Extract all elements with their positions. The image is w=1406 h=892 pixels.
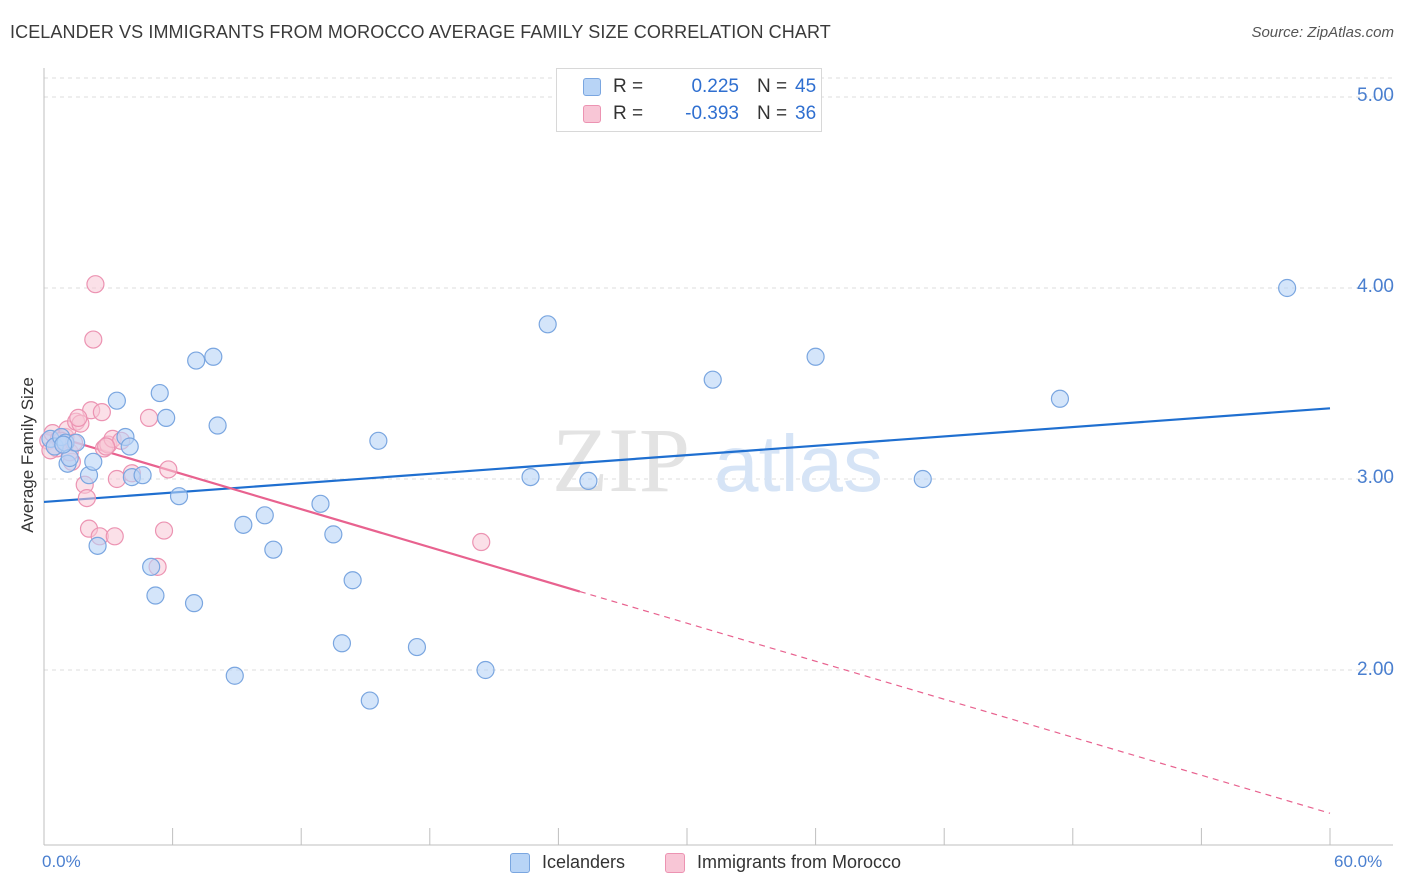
trend-line-icelanders [43,407,1331,504]
data-point-icelanders [806,347,825,366]
data-point-morocco [69,408,88,427]
data-point-morocco [92,403,111,422]
data-point-icelanders [84,452,103,471]
y-tick-label-5: 5.00 [1357,85,1394,106]
data-point-icelanders [913,469,932,489]
data-point-icelanders [146,586,165,605]
bottom-legend-morocco: Immigrants from Morocco [665,852,901,873]
bottom-legend-icelanders: Icelanders [510,852,625,873]
legend-r-label: R = [613,103,644,124]
data-point-icelanders [204,347,223,366]
bottom-legend-label: Icelanders [542,852,626,872]
trend-line-morocco-extrapolated [579,590,1331,814]
data-point-icelanders [225,666,244,685]
legend-n-value: 36 [795,103,817,124]
y-tick-label-2: 2.00 [1357,659,1394,680]
y-tick-label-3: 3.00 [1357,467,1394,488]
data-point-morocco [97,437,116,456]
data-point-icelanders [476,660,495,680]
chart-title: ICELANDER VS IMMIGRANTS FROM MOROCCO AVE… [10,22,831,42]
data-point-morocco [105,527,124,546]
y-tick-label-4: 4.00 [1357,276,1394,297]
data-point-icelanders [208,416,227,435]
bottom-legend-swatch-pink [665,852,685,873]
data-point-icelanders [120,437,139,456]
source-label: Source: ZipAtlas.com [1251,24,1394,41]
data-point-icelanders [579,471,598,491]
watermark: ZIP atlas [552,409,883,511]
legend-row-morocco: R = -0.393 N = 36 [583,101,816,127]
data-point-icelanders [521,467,540,487]
data-point-icelanders [311,494,330,513]
data-point-icelanders [407,637,427,657]
legend-n-label: N = [757,76,788,97]
data-point-icelanders [264,540,283,559]
data-point-icelanders [255,506,274,525]
data-point-icelanders [324,525,343,544]
data-point-icelanders [703,370,722,389]
x-tick-label-max: 60.0% [1334,852,1383,871]
data-point-icelanders [360,691,379,710]
data-point-icelanders [54,435,73,454]
legend-swatch-blue [583,78,601,96]
bottom-legend-label: Immigrants from Morocco [697,852,902,872]
data-point-icelanders [1050,389,1070,408]
legend-row-icelanders: R = 0.225 N = 45 [583,74,816,100]
legend-n-value: 45 [795,76,817,97]
legend-r-value: 0.225 [691,76,739,97]
data-point-icelanders [1278,278,1297,298]
data-point-icelanders [332,634,352,653]
data-point-icelanders [343,571,362,590]
data-point-icelanders [169,487,189,506]
data-point-morocco [472,532,491,552]
data-point-morocco [139,408,159,427]
bottom-legend-swatch-blue [510,852,530,873]
points-layer [39,275,1297,710]
trend-line-morocco [43,432,581,593]
data-point-morocco [159,460,178,479]
data-point-morocco [86,275,105,294]
data-point-icelanders [369,431,388,450]
x-tick-label-min: 0.0% [42,852,81,871]
data-point-icelanders [234,515,253,534]
data-point-morocco [154,521,174,540]
legend-r-label: R = [613,76,644,97]
legend-n-label: N = [757,103,788,124]
data-point-morocco [84,330,103,349]
data-point-icelanders [107,391,126,410]
trend-layer [43,407,1331,814]
data-point-icelanders [157,408,176,427]
data-point-icelanders [184,594,204,613]
watermark-atlas: atlas [714,419,883,508]
stats-legend: R = 0.225 N = 45 R = -0.393 N = 36 [556,68,822,132]
data-point-icelanders [133,466,152,485]
legend-swatch-pink [583,105,601,123]
data-point-icelanders [538,315,557,334]
data-point-icelanders [150,383,169,403]
data-point-icelanders [187,351,206,370]
data-point-morocco [77,489,96,508]
legend-r-value: -0.393 [685,103,739,124]
data-point-icelanders [88,536,107,555]
data-point-icelanders [142,557,161,576]
